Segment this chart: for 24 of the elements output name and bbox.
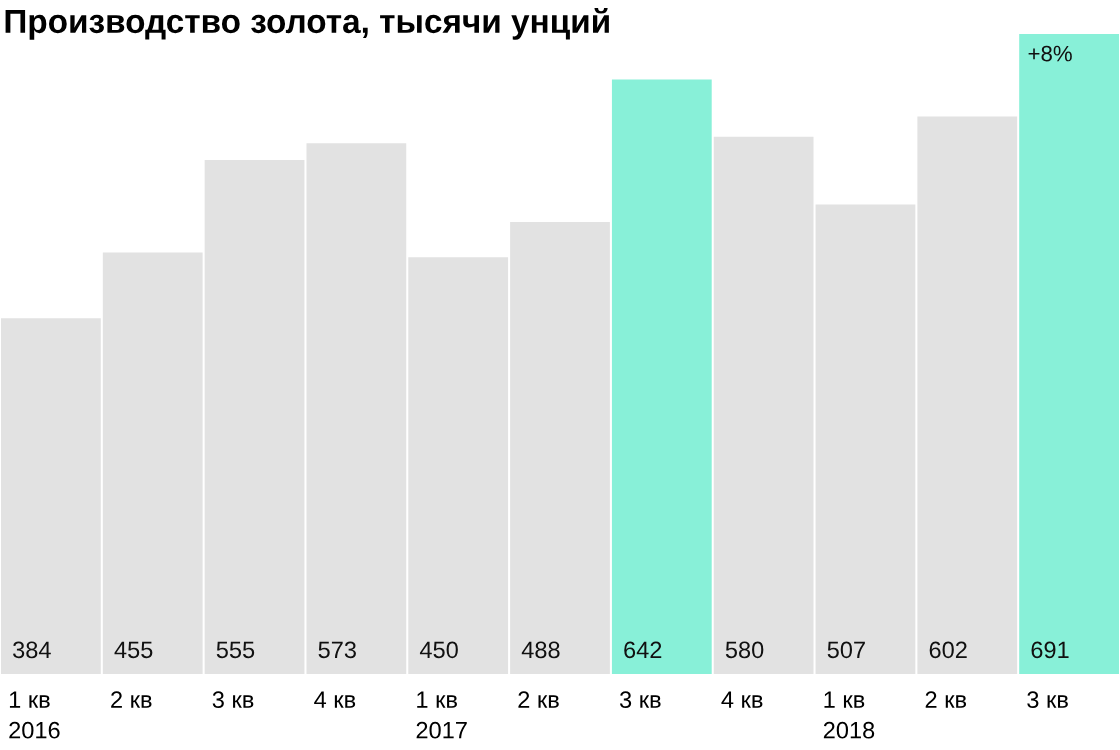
x-tick-label: 3 кв [212, 691, 254, 709]
data-label: 555 [216, 641, 255, 659]
x-tick-label: 1 кв 2018 [823, 691, 875, 739]
x-tick-label: 2 кв [518, 691, 559, 708]
data-label: 642 [624, 641, 662, 659]
data-label: 573 [318, 641, 356, 659]
x-tick-label: 4 кв [314, 691, 356, 708]
data-label: 455 [114, 641, 153, 659]
x-tick-label: 1 кв 2016 [9, 691, 60, 739]
x-tick-label: 2 кв [925, 691, 967, 708]
data-label: 691 [1031, 641, 1069, 659]
x-tick-label: 3 кв [619, 691, 661, 709]
data-label: 384 [13, 641, 51, 659]
data-label: 488 [521, 641, 560, 659]
data-label: 450 [419, 641, 458, 659]
data-label: 507 [827, 641, 865, 659]
data-label: 602 [929, 641, 967, 659]
x-tick-label: 1 кв 2017 [416, 691, 467, 739]
x-tick-label: 4 кв [721, 691, 763, 708]
data-label: 580 [725, 641, 764, 659]
x-tick-label: 2 кв [111, 691, 152, 708]
x-tick-label: 3 кв [1027, 691, 1068, 709]
annotation: +8% [1028, 45, 1072, 62]
chart-title: Производство золота, тысячи унций [5, 8, 609, 40]
